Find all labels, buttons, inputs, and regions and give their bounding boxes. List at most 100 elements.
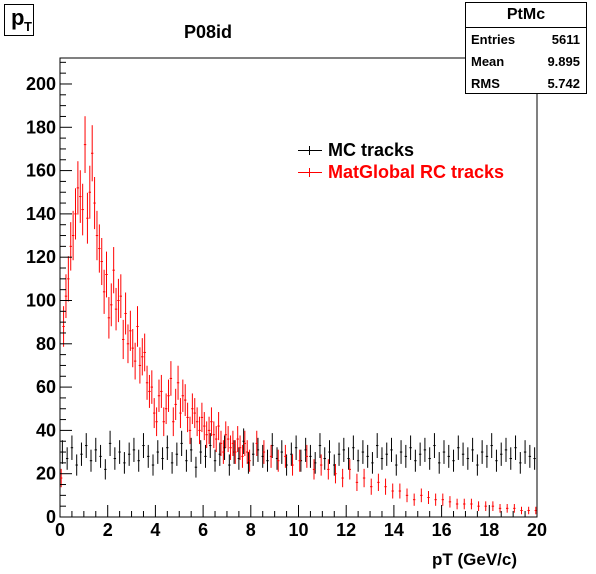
mc-point bbox=[352, 435, 355, 460]
rc-point bbox=[498, 504, 502, 513]
x-tick-label: 2 bbox=[103, 520, 113, 540]
mc-point bbox=[528, 444, 532, 468]
x-tick-label: 16 bbox=[432, 520, 452, 540]
mc-point bbox=[438, 452, 441, 474]
rc-point bbox=[122, 319, 125, 360]
mc-point bbox=[161, 447, 164, 470]
rc-point bbox=[463, 498, 466, 510]
stats-row-rms: RMS 5.742 bbox=[466, 72, 586, 94]
rc-point bbox=[157, 379, 161, 412]
x-tick-label: 14 bbox=[384, 520, 404, 540]
rc-point bbox=[217, 412, 220, 441]
mc-point bbox=[461, 442, 465, 466]
mc-point bbox=[471, 437, 474, 462]
plot-frame bbox=[59, 57, 538, 518]
rc-point bbox=[207, 416, 211, 445]
rc-point bbox=[150, 370, 154, 404]
mc-point bbox=[147, 444, 150, 468]
rc-point bbox=[155, 407, 158, 437]
rc-point bbox=[153, 398, 156, 429]
axes: 0 2 4 6 8 10 12 14 16 18 2002040608010012014016018… bbox=[26, 61, 547, 540]
mc-point bbox=[189, 437, 193, 462]
stats-value: 5.742 bbox=[547, 76, 580, 91]
y-tick-label: 200 bbox=[26, 74, 56, 94]
rc-point bbox=[105, 251, 108, 298]
mc-point bbox=[156, 440, 159, 464]
rc-point bbox=[195, 407, 199, 437]
mc-point bbox=[142, 433, 145, 458]
rc-point bbox=[133, 342, 137, 380]
rc-point bbox=[119, 274, 123, 319]
mc-tracks-series bbox=[61, 428, 536, 480]
rc-point bbox=[398, 483, 402, 499]
y-tick-label: 40 bbox=[36, 420, 56, 440]
mc-point bbox=[104, 459, 107, 480]
rc-point bbox=[83, 116, 87, 173]
mc-point bbox=[309, 444, 312, 468]
mc-point bbox=[371, 452, 374, 474]
mc-point bbox=[85, 433, 88, 458]
title-sub: T bbox=[24, 19, 32, 34]
mc-point bbox=[108, 430, 112, 457]
mc-point bbox=[318, 433, 322, 458]
rc-point bbox=[71, 210, 75, 261]
rc-point bbox=[222, 440, 225, 464]
mc-point bbox=[294, 435, 298, 460]
y-tick-label: 100 bbox=[26, 290, 56, 310]
mc-point bbox=[251, 442, 255, 466]
rc-point bbox=[384, 478, 387, 495]
rc-point bbox=[81, 183, 84, 236]
rc-point bbox=[224, 421, 227, 449]
rc-point bbox=[355, 473, 359, 492]
rc-point bbox=[236, 426, 239, 453]
rc-point bbox=[98, 224, 101, 273]
rc-point bbox=[234, 440, 237, 464]
mc-point bbox=[466, 447, 470, 470]
mc-point bbox=[342, 437, 346, 462]
mc-point bbox=[204, 444, 207, 468]
rc-point bbox=[188, 416, 192, 445]
rc-tracks-series bbox=[60, 116, 537, 515]
legend-marker bbox=[298, 146, 322, 155]
chart-title: P08id bbox=[184, 22, 233, 42]
rc-point bbox=[186, 402, 189, 433]
stats-label: Entries bbox=[471, 32, 516, 47]
x-axis-title: pT (GeV/c) bbox=[432, 550, 518, 569]
mc-point bbox=[180, 430, 183, 457]
mc-point bbox=[99, 444, 102, 468]
mc-point bbox=[404, 444, 408, 468]
rc-point bbox=[470, 498, 473, 510]
rc-point bbox=[284, 444, 287, 468]
rc-point bbox=[527, 506, 530, 515]
mc-point bbox=[280, 440, 283, 464]
rc-point bbox=[262, 440, 266, 464]
rc-point bbox=[246, 440, 249, 464]
mc-point bbox=[151, 454, 155, 476]
mc-point bbox=[523, 440, 527, 464]
rc-point bbox=[91, 125, 94, 182]
rc-point bbox=[148, 374, 151, 408]
mc-point bbox=[185, 449, 188, 472]
mc-point bbox=[80, 442, 83, 466]
rc-point bbox=[277, 449, 280, 472]
title-main: p bbox=[11, 5, 25, 30]
mc-point bbox=[337, 442, 341, 466]
y-tick-label: 0 bbox=[46, 507, 56, 527]
rc-point bbox=[327, 459, 330, 480]
rc-point bbox=[219, 430, 223, 457]
mc-point bbox=[361, 440, 365, 464]
mc-point bbox=[452, 449, 455, 472]
rc-point bbox=[484, 501, 487, 512]
mc-point bbox=[447, 444, 450, 468]
mc-point bbox=[376, 433, 379, 458]
rc-point bbox=[212, 421, 216, 449]
mc-point bbox=[480, 440, 484, 464]
mc-point bbox=[423, 437, 427, 462]
rc-point bbox=[348, 459, 351, 480]
mc-point bbox=[113, 447, 117, 470]
rc-point bbox=[513, 504, 516, 513]
rc-point bbox=[334, 464, 337, 484]
x-tick-label: 10 bbox=[288, 520, 308, 540]
y-tick-label: 180 bbox=[26, 117, 56, 137]
